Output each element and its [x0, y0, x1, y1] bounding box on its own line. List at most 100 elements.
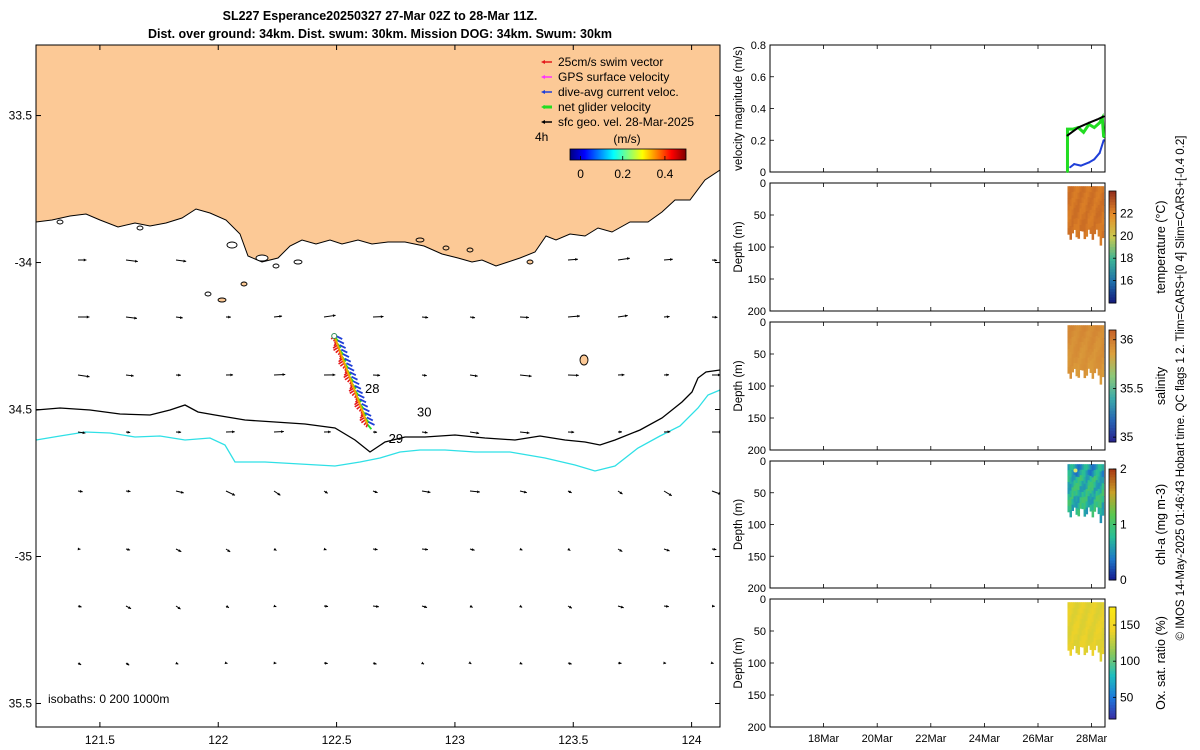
section-cell	[1079, 480, 1083, 487]
section-cell	[1075, 198, 1079, 206]
section-cell	[1079, 352, 1083, 360]
section-cell	[1091, 226, 1095, 234]
section-cell	[1071, 631, 1075, 638]
section-cell	[1101, 357, 1105, 365]
section-cell	[1099, 653, 1103, 662]
map-y-tick-label: 33.5	[9, 109, 33, 123]
velocity-arrow	[663, 373, 670, 377]
colorbar-tick-label: 50	[1120, 690, 1134, 704]
section-cell	[1075, 217, 1079, 225]
map-x-tick-label: 124	[682, 733, 702, 747]
section-cell	[1071, 469, 1075, 477]
section-cell	[1075, 369, 1079, 377]
track-day-label: 28	[365, 381, 379, 396]
section-cell	[1095, 325, 1099, 332]
map-frame	[35, 44, 721, 728]
section-cell	[1093, 337, 1097, 344]
section-cell	[1071, 487, 1075, 494]
section-cell	[1087, 325, 1091, 332]
colorbar-segment	[1109, 374, 1116, 379]
depth-tick-label: 50	[754, 488, 766, 500]
section-cell	[1089, 499, 1093, 506]
section-cell	[1093, 475, 1097, 483]
velocity-series-point	[1087, 121, 1090, 124]
colorbar-segment	[1109, 649, 1116, 653]
depth-tick-label: 200	[748, 445, 766, 457]
section-cell	[1093, 470, 1097, 477]
legend-label: dive-avg current veloc.	[558, 85, 679, 99]
legend-entry: dive-avg current veloc.	[541, 85, 679, 99]
section-cell	[1079, 497, 1083, 504]
colorbar-segment	[1109, 510, 1116, 514]
colorbar-segment	[1109, 716, 1116, 720]
section-cell	[1085, 223, 1089, 231]
depth-y-label: Depth (m)	[733, 221, 745, 272]
colorbar-segment	[1109, 439, 1116, 443]
section-cell	[1077, 634, 1081, 642]
section-cell	[1077, 490, 1081, 497]
section-cell	[1087, 191, 1091, 198]
section-cell	[1099, 493, 1103, 502]
colorbar-segment	[1109, 388, 1116, 393]
section-cell	[1083, 641, 1087, 649]
section-cell	[1099, 616, 1103, 625]
section-cell	[1067, 620, 1070, 627]
section-cell	[1083, 357, 1087, 365]
colorbar-segment	[1109, 691, 1116, 695]
section-cell	[1075, 344, 1079, 351]
section-cell	[1101, 627, 1105, 635]
section-cell	[1077, 186, 1081, 194]
section-cell	[1093, 227, 1097, 235]
colorbar-segment	[1109, 235, 1116, 240]
colorbar-segment	[1109, 346, 1116, 351]
section-cell	[1077, 496, 1081, 504]
section-cell	[1079, 607, 1083, 614]
section-cell	[1069, 219, 1072, 227]
colorbar-segment	[1109, 623, 1116, 628]
section-cell	[1079, 197, 1083, 204]
section-cell	[1083, 371, 1087, 379]
colorbar-segment	[1109, 557, 1116, 562]
section-cell	[1091, 371, 1095, 379]
colorbar-segment	[1109, 207, 1116, 212]
velocity-arrow	[421, 605, 428, 609]
depth-y-label: Depth (m)	[733, 637, 745, 688]
velocity-arrow	[224, 661, 228, 665]
depth-tick-label: 150	[748, 690, 766, 702]
salinity-panel: 0 50 100 150 200 Depth (m) 36 35.5 35 salinity	[733, 317, 1168, 457]
colorbar-segment	[1109, 688, 1116, 692]
colorbar-segment	[1109, 227, 1116, 231]
section-cell	[1073, 197, 1077, 203]
section-cell	[1079, 330, 1083, 337]
colorbar-segment	[1109, 377, 1116, 381]
section-cell	[1067, 337, 1070, 344]
section-cell	[1081, 635, 1085, 642]
glider-track	[330, 333, 375, 430]
velocity-arrow	[663, 490, 672, 497]
section-cell	[1089, 464, 1093, 471]
velocity-arrow	[567, 490, 572, 494]
dive-avg-vector	[359, 398, 367, 404]
depth-y-label: Depth (m)	[733, 360, 745, 411]
depth-tick-label: 200	[748, 722, 766, 734]
section-cell	[1079, 364, 1083, 371]
colorbar-segment	[1109, 221, 1116, 226]
section-cell	[1075, 470, 1079, 478]
dive-avg-vector	[366, 416, 374, 422]
section-cell	[1073, 352, 1077, 359]
section-cell	[1067, 198, 1070, 205]
section-cell	[1069, 199, 1072, 207]
island	[415, 237, 425, 243]
colorbar-segment	[1109, 366, 1116, 370]
section-cell	[1081, 486, 1085, 493]
colorbar-segment	[1109, 629, 1116, 633]
section-cell	[1085, 627, 1089, 634]
section-cell	[1069, 477, 1072, 485]
velocity-series-point	[1087, 161, 1090, 164]
section-cell	[1097, 198, 1101, 206]
section-cell	[1093, 602, 1097, 609]
section-cell	[1069, 497, 1072, 505]
colorbar-segment	[1109, 297, 1116, 301]
colorbar-segment	[1109, 213, 1116, 217]
